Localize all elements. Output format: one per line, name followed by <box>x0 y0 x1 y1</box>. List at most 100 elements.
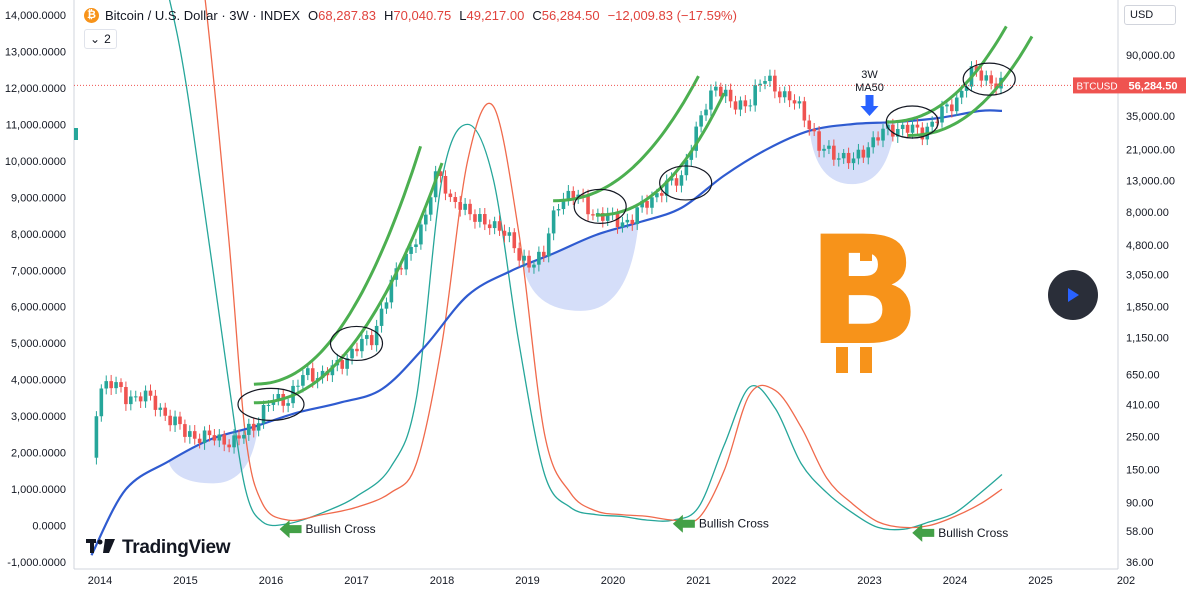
arrow-left-icon <box>912 523 935 542</box>
candle-body <box>635 207 639 225</box>
candle-body <box>718 86 723 97</box>
candle-body <box>301 375 305 386</box>
candle <box>600 207 605 228</box>
candle-body <box>797 101 802 104</box>
candle-body <box>532 264 536 268</box>
candle-body <box>586 195 590 215</box>
candle <box>143 385 148 408</box>
candle <box>905 120 910 139</box>
candle-body <box>930 121 934 127</box>
play-button[interactable] <box>1048 270 1098 320</box>
candle <box>561 192 566 215</box>
candle <box>846 147 851 169</box>
candle-body <box>733 101 738 110</box>
left-axis-tick-label: -1,000.0000 <box>7 557 66 569</box>
candle-body <box>871 137 875 148</box>
candle <box>197 433 202 449</box>
bitcoin-logo-bar <box>836 347 848 373</box>
candle-body <box>841 152 846 159</box>
candle-body <box>905 124 910 133</box>
candle <box>473 209 477 229</box>
bullish-cross-label: Bullish Cross <box>699 517 769 531</box>
bitcoin-logo-icon: B <box>807 205 921 379</box>
play-icon <box>1068 288 1079 302</box>
candle-body <box>974 66 979 71</box>
chevron-down-icon: ⌄ <box>90 32 101 46</box>
right-axis-panel <box>1119 0 1186 569</box>
highlight-circle <box>573 188 627 225</box>
candle-body <box>699 115 703 127</box>
indicator-count: 2 <box>104 32 111 46</box>
candle <box>827 140 831 155</box>
ohlc-open: O68,287.83 <box>308 7 377 23</box>
candle <box>974 60 979 77</box>
candle <box>478 208 482 228</box>
candle <box>330 359 335 383</box>
candle <box>379 302 384 333</box>
arrow-down-icon <box>860 95 879 116</box>
right-axis-tick-label: 410.00 <box>1126 399 1160 411</box>
candle-body <box>768 75 772 82</box>
candle <box>448 189 453 202</box>
candle-body <box>782 91 787 98</box>
left-axis-tick-label: 13,000.0000 <box>5 46 66 58</box>
candle <box>556 203 561 217</box>
candle-body <box>266 404 271 406</box>
candle <box>699 110 703 133</box>
candle <box>856 143 861 165</box>
right-axis-tick-label: 58.00 <box>1126 526 1154 538</box>
candle <box>551 206 556 241</box>
candle-body <box>753 85 757 106</box>
time-axis-tick-label: 202 <box>1117 575 1135 587</box>
candle-body <box>212 435 217 441</box>
candle-body <box>566 190 571 199</box>
candle <box>365 330 369 346</box>
candle-body <box>306 368 310 376</box>
candle-body <box>891 124 895 137</box>
price-candles <box>94 60 1003 465</box>
candle <box>124 381 128 411</box>
candle <box>517 242 522 268</box>
candle <box>428 193 433 221</box>
candle-body <box>748 105 753 107</box>
candle <box>522 249 526 268</box>
candle-body <box>138 396 143 402</box>
candle <box>792 94 797 110</box>
time-axis-tick-label: 2020 <box>601 575 625 587</box>
candle-body <box>133 396 138 398</box>
candle-body <box>409 246 413 254</box>
ma50-path <box>90 109 1003 556</box>
candle-body <box>478 214 482 222</box>
candle <box>964 82 969 98</box>
candle <box>689 144 694 166</box>
candle <box>895 122 900 143</box>
left-axis-marker <box>74 128 78 140</box>
bullish-cross-annotation: Bullish Cross <box>279 520 376 539</box>
candle-body <box>979 70 984 81</box>
candle-body <box>374 325 379 346</box>
candle <box>851 152 856 170</box>
candle-body <box>822 148 826 151</box>
candle-body <box>630 219 635 225</box>
candle-body <box>389 279 394 303</box>
candle-body <box>605 213 610 221</box>
candle <box>930 116 934 134</box>
candle-body <box>640 200 644 208</box>
candle-body <box>728 89 733 102</box>
candle <box>212 428 217 446</box>
candle <box>217 429 222 448</box>
indicators-toggle[interactable]: ⌄ 2 <box>84 29 117 49</box>
candle <box>443 170 448 201</box>
currency-select[interactable]: USD <box>1124 5 1176 25</box>
candle <box>871 131 875 154</box>
candle <box>640 195 644 213</box>
candle-body <box>581 194 585 196</box>
candle-body <box>119 382 123 388</box>
bitcoin-icon: ₿ <box>84 7 99 23</box>
symbol-title[interactable]: Bitcoin / U.S. Dollar · 3W · INDEX <box>105 7 301 23</box>
candle-body <box>168 415 172 426</box>
candle-body <box>517 248 522 261</box>
